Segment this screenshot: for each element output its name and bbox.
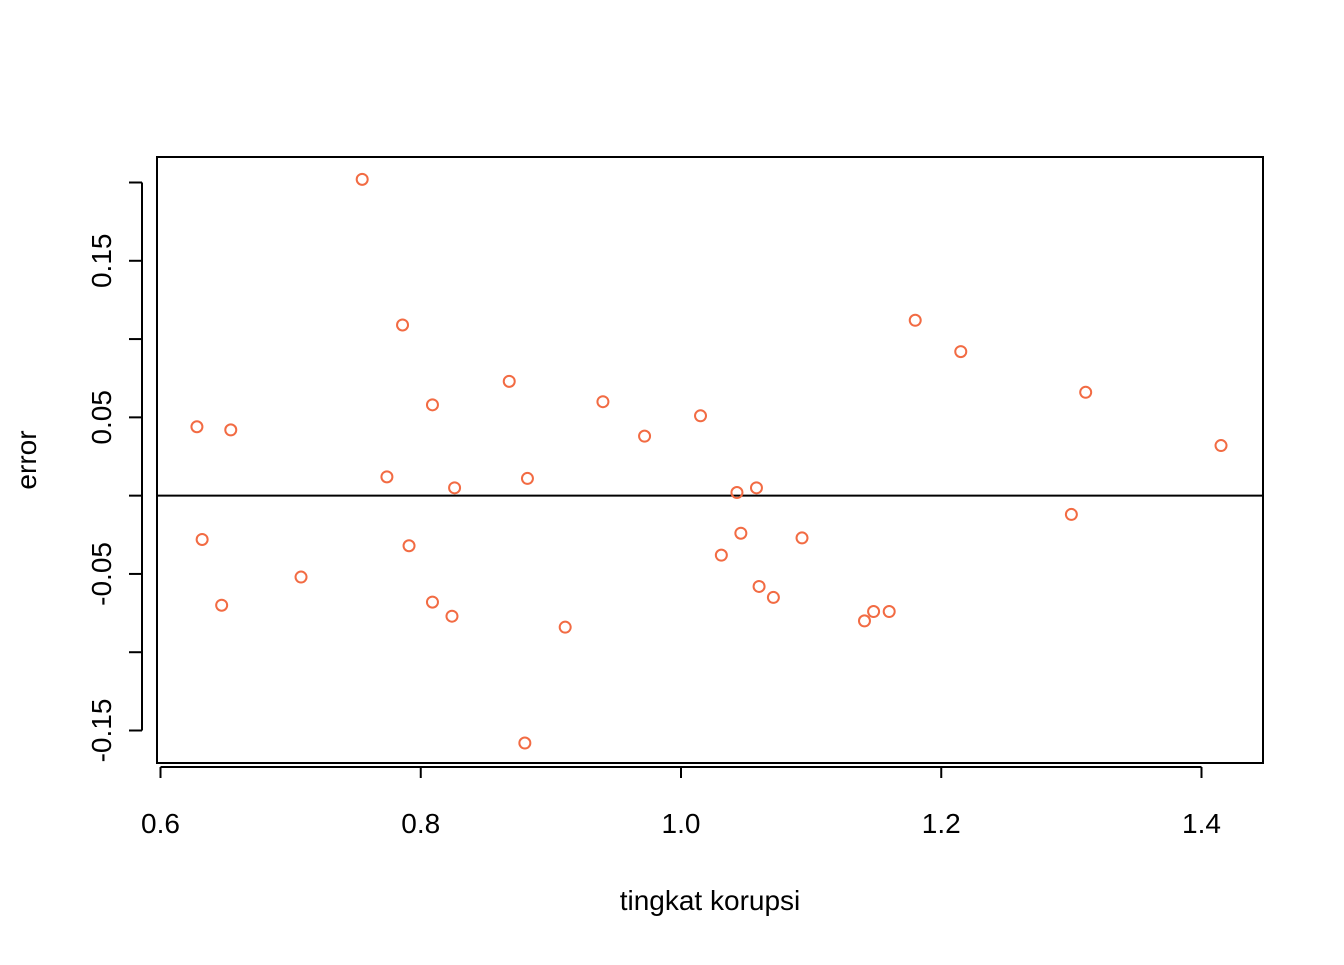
data-point <box>502 374 516 388</box>
y-tick-label: -0.15 <box>86 699 117 763</box>
data-point <box>857 614 871 628</box>
data-point <box>520 471 534 485</box>
data-point <box>749 481 763 495</box>
data-point <box>402 539 416 553</box>
x-tick-label: 0.8 <box>401 808 440 839</box>
y-axis-label: error <box>11 430 42 489</box>
data-point <box>694 409 708 423</box>
data-point <box>1064 507 1078 521</box>
data-point <box>445 609 459 623</box>
data-point <box>954 345 968 359</box>
data-point <box>190 420 204 434</box>
x-tick-label: 1.0 <box>662 808 701 839</box>
data-point <box>215 598 229 612</box>
data-points <box>190 172 1228 750</box>
data-point <box>558 620 572 634</box>
y-tick-label: 0.05 <box>86 390 117 445</box>
y-axis: -0.15 -0.05 0.05 0.15 <box>86 181 143 763</box>
x-tick-label: 1.4 <box>1182 808 1221 839</box>
y-tick-label: -0.05 <box>86 542 117 606</box>
data-point <box>448 481 462 495</box>
data-point <box>638 429 652 443</box>
data-point <box>1214 439 1228 453</box>
data-point <box>752 579 766 593</box>
data-point <box>425 595 439 609</box>
data-point <box>518 736 532 750</box>
x-axis-label: tingkat korupsi <box>620 885 801 916</box>
x-tick-label: 0.6 <box>141 808 180 839</box>
data-point <box>734 526 748 540</box>
data-point <box>380 470 394 484</box>
data-point <box>294 570 308 584</box>
data-point <box>396 318 410 332</box>
data-point <box>795 531 809 545</box>
data-point <box>224 423 238 437</box>
data-point <box>425 398 439 412</box>
x-axis: 0.6 0.8 1.0 1.2 1.4 <box>141 766 1221 839</box>
data-point <box>596 395 610 409</box>
data-point <box>730 486 744 500</box>
data-point <box>355 172 369 186</box>
data-point <box>195 532 209 546</box>
plot-box <box>156 156 1264 764</box>
data-point <box>882 605 896 619</box>
x-tick-label: 1.2 <box>922 808 961 839</box>
data-point <box>1079 385 1093 399</box>
data-point <box>908 313 922 327</box>
y-tick-label: 0.15 <box>86 234 117 289</box>
data-point <box>766 590 780 604</box>
data-point <box>714 548 728 562</box>
data-point <box>867 605 881 619</box>
